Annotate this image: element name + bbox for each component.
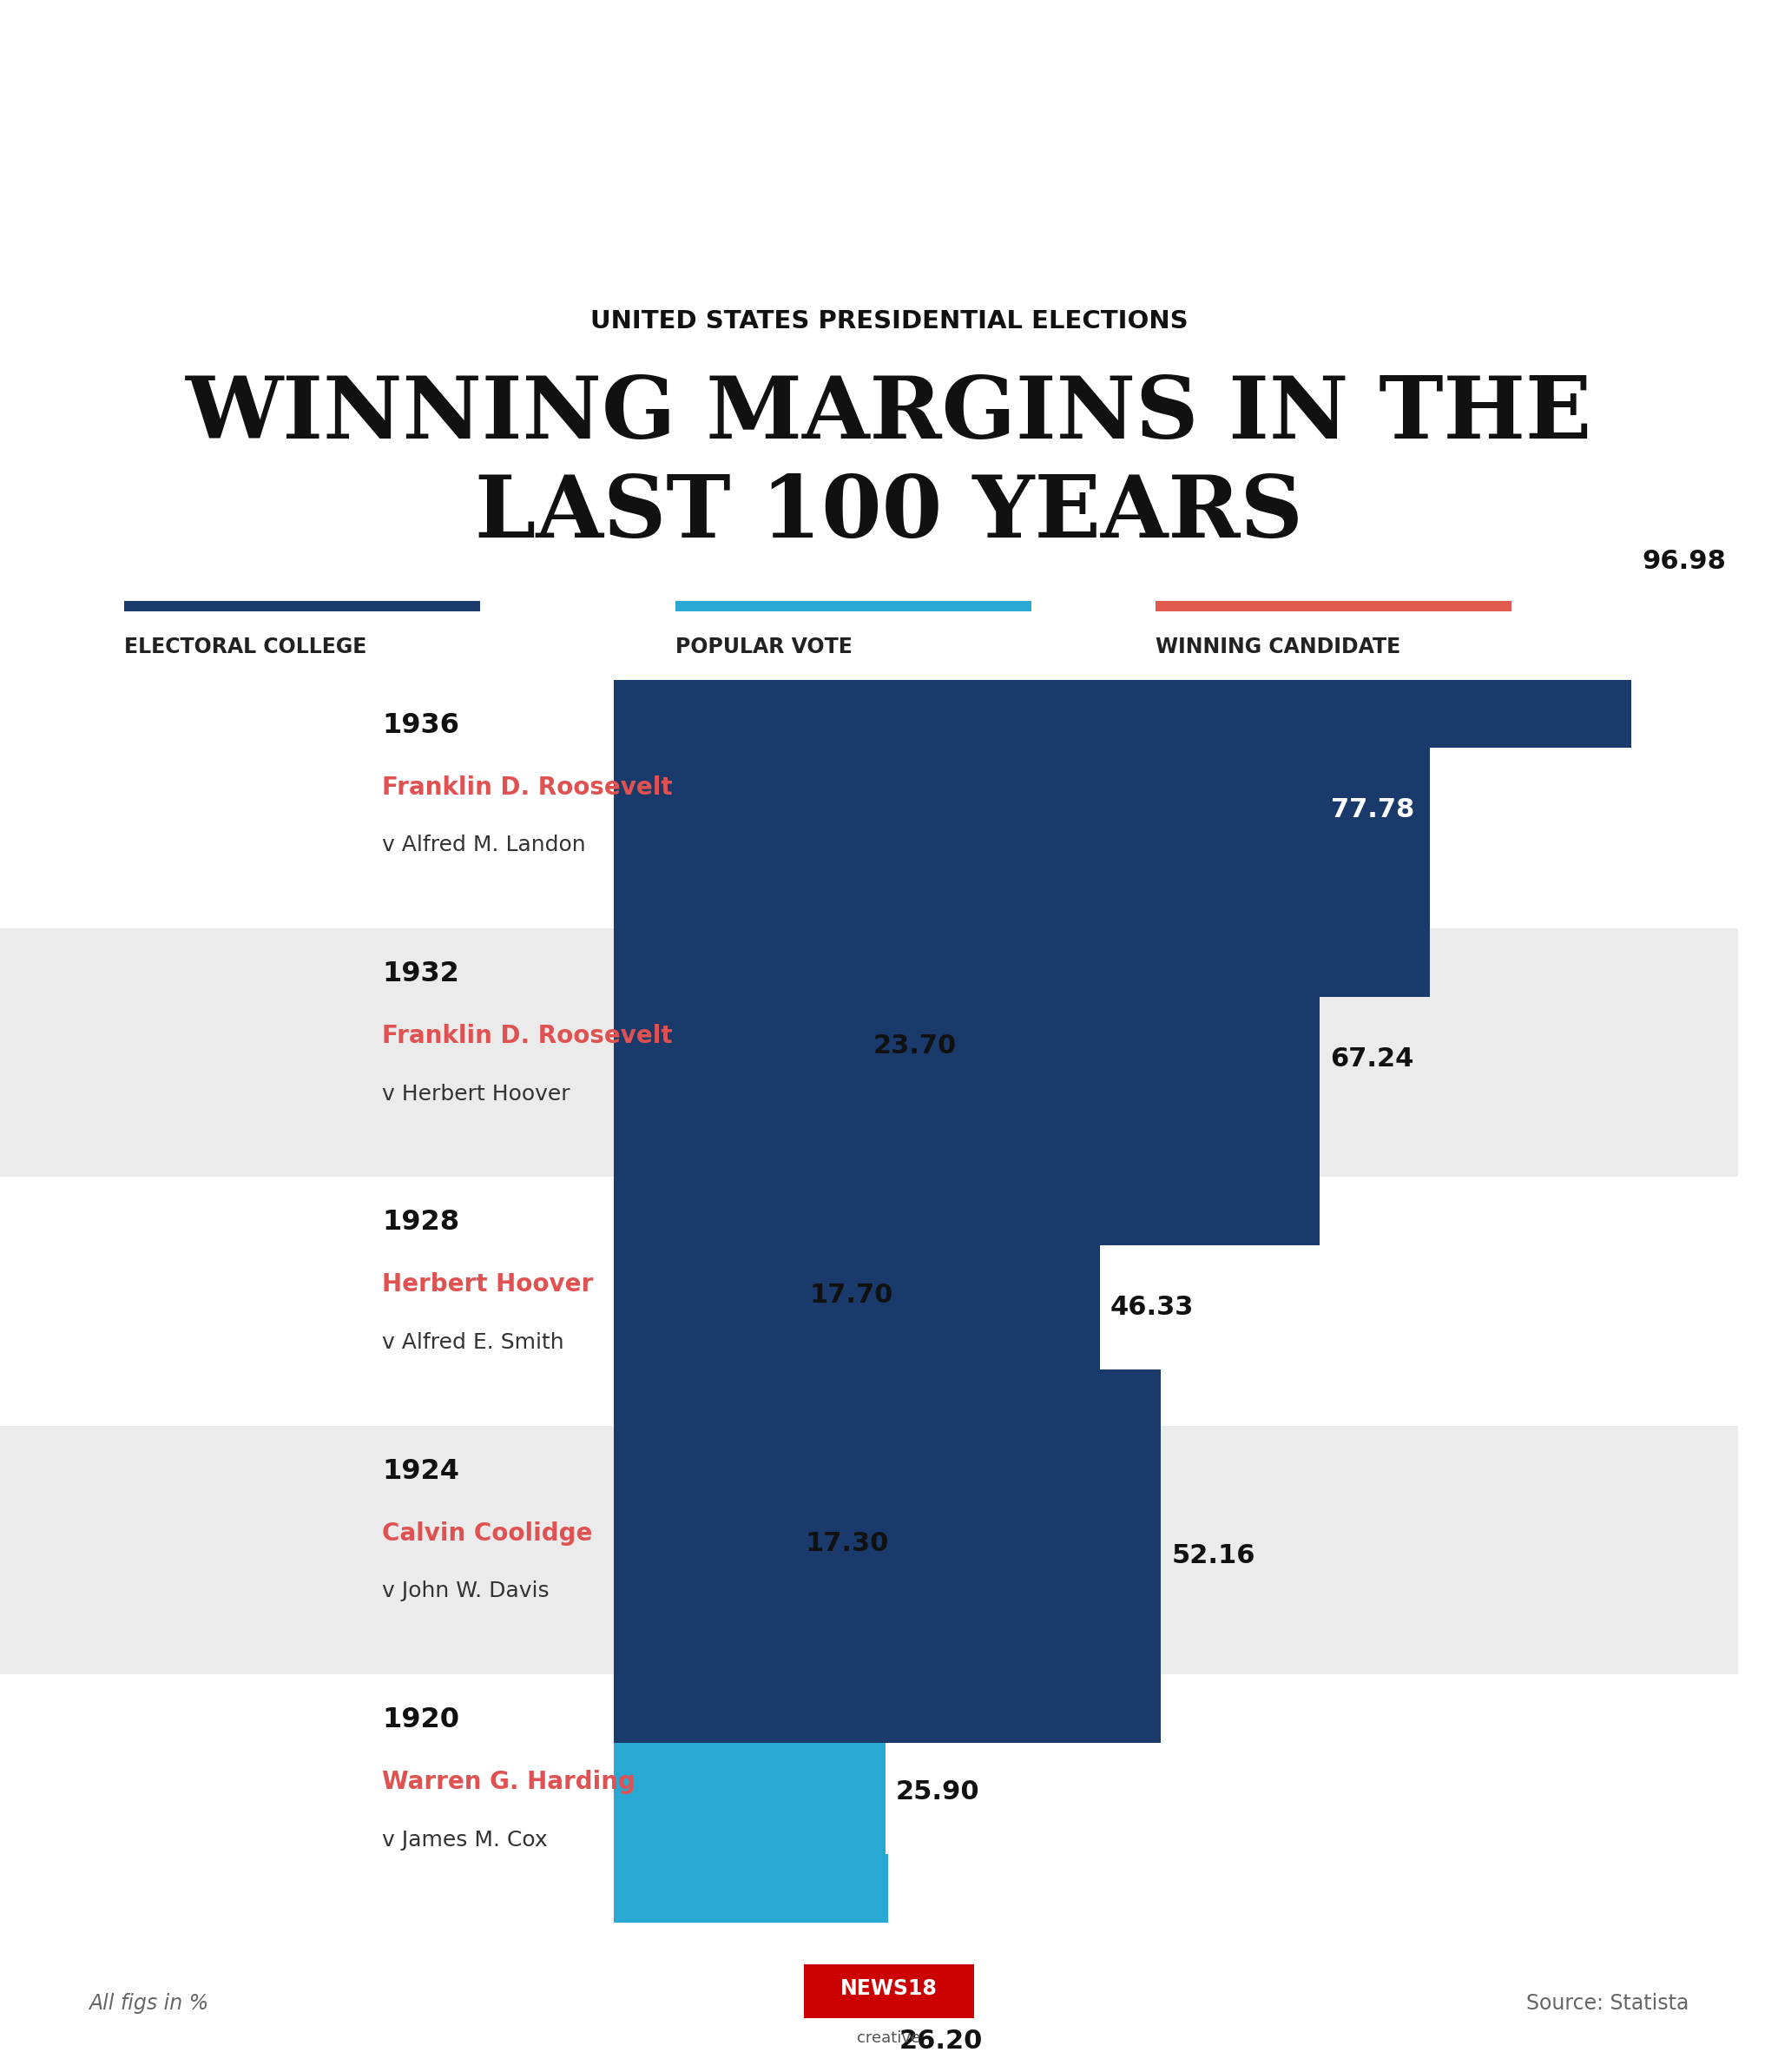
Text: UNITED STATES PRESIDENTIAL ELECTIONS: UNITED STATES PRESIDENTIAL ELECTIONS (590, 309, 1188, 334)
Text: Franklin D. Roosevelt: Franklin D. Roosevelt (382, 775, 672, 800)
Text: WINNING MARGINS IN THE: WINNING MARGINS IN THE (185, 373, 1593, 456)
Text: 1928: 1928 (382, 1210, 461, 1235)
Bar (613, 1121, 1101, 1494)
Bar (613, 872, 1319, 1245)
Bar (613, 1109, 800, 1481)
Bar (613, 1357, 795, 1730)
Text: 1936: 1936 (382, 713, 459, 738)
Text: creative: creative (857, 2031, 921, 2047)
Text: All figs in %: All figs in % (89, 1993, 210, 2014)
Bar (613, 860, 862, 1233)
Text: ELECTORAL COLLEGE: ELECTORAL COLLEGE (124, 636, 366, 657)
Text: v Alfred M. Landon: v Alfred M. Landon (382, 835, 587, 856)
Text: 1932: 1932 (382, 961, 459, 986)
Bar (613, 624, 1430, 997)
Text: 26.20: 26.20 (900, 2028, 983, 2053)
Text: LAST 100 YEARS: LAST 100 YEARS (475, 472, 1303, 555)
Text: 17.70: 17.70 (809, 1283, 893, 1307)
Text: Warren G. Harding: Warren G. Harding (382, 1769, 637, 1794)
Text: 1924: 1924 (382, 1459, 459, 1484)
Text: Franklin D. Roosevelt: Franklin D. Roosevelt (382, 1024, 672, 1048)
Text: v John W. Davis: v John W. Davis (382, 1581, 549, 1602)
Text: Calvin Coolidge: Calvin Coolidge (382, 1521, 592, 1546)
Text: 1920: 1920 (382, 1707, 459, 1732)
Text: WINNING CANDIDATE: WINNING CANDIDATE (1156, 636, 1401, 657)
Text: 46.33: 46.33 (1109, 1295, 1195, 1320)
Bar (613, 1370, 1161, 1743)
Bar (613, 1854, 889, 2072)
Bar (0, 928, 1737, 1177)
Text: 17.30: 17.30 (805, 1531, 889, 1556)
Text: v James M. Cox: v James M. Cox (382, 1830, 548, 1850)
Text: POPULAR VOTE: POPULAR VOTE (676, 636, 853, 657)
Bar (613, 375, 1632, 748)
Text: v Alfred E. Smith: v Alfred E. Smith (382, 1332, 564, 1353)
Text: Source: Statista: Source: Statista (1527, 1993, 1689, 2014)
Text: 52.16: 52.16 (1172, 1544, 1255, 1569)
Text: 23.70: 23.70 (873, 1034, 957, 1059)
Bar (0, 1426, 1737, 1674)
Bar (613, 1606, 885, 1979)
Text: v Herbert Hoover: v Herbert Hoover (382, 1084, 571, 1104)
Text: 25.90: 25.90 (896, 1780, 980, 1805)
Text: 67.24: 67.24 (1330, 1046, 1414, 1071)
Text: NEWS18: NEWS18 (841, 1979, 937, 1999)
Text: Herbert Hoover: Herbert Hoover (382, 1272, 594, 1297)
Text: 96.98: 96.98 (1643, 549, 1726, 574)
Text: 77.78: 77.78 (1330, 798, 1414, 823)
